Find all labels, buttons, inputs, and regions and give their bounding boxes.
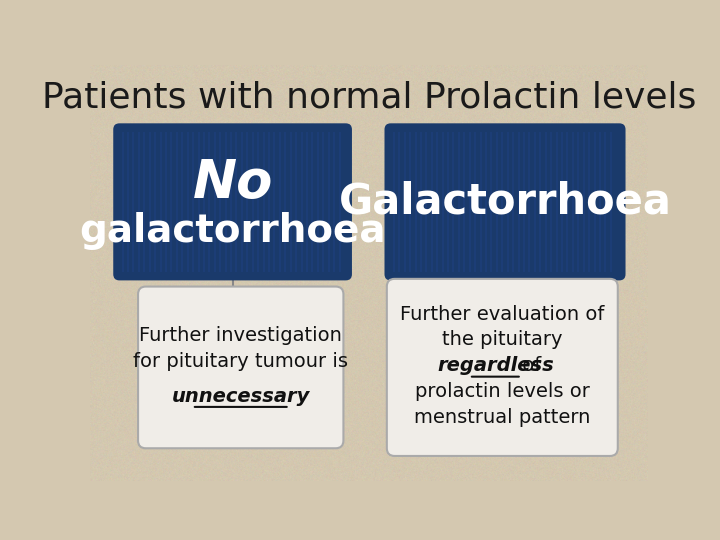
- Text: Patients with normal Prolactin levels: Patients with normal Prolactin levels: [42, 81, 696, 115]
- Text: the pituitary: the pituitary: [442, 330, 562, 349]
- Text: for pituitary tumour is: for pituitary tumour is: [133, 352, 348, 371]
- Text: of: of: [516, 356, 541, 375]
- Text: menstrual pattern: menstrual pattern: [414, 408, 590, 427]
- Text: Galactorrhoea: Galactorrhoea: [338, 181, 672, 223]
- FancyBboxPatch shape: [113, 123, 352, 280]
- Text: Further investigation: Further investigation: [139, 326, 342, 345]
- Text: unnecessary: unnecessary: [171, 387, 310, 406]
- Text: prolactin levels or: prolactin levels or: [415, 382, 590, 401]
- Text: galactorrhoea: galactorrhoea: [79, 212, 386, 250]
- FancyBboxPatch shape: [138, 287, 343, 448]
- Text: Further evaluation of: Further evaluation of: [400, 305, 605, 323]
- FancyBboxPatch shape: [387, 279, 618, 456]
- FancyBboxPatch shape: [384, 123, 626, 280]
- Text: regardless: regardless: [437, 356, 554, 375]
- Text: No: No: [192, 157, 273, 209]
